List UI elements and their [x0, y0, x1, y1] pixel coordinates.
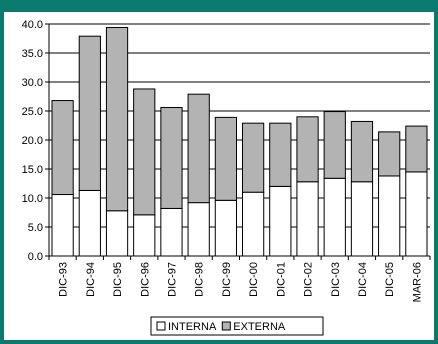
bars: [51, 26, 428, 257]
bar-externa-dic-94: [78, 35, 101, 191]
bar-interna-dic-95: [105, 210, 129, 257]
bar-externa-dic-04: [350, 120, 374, 183]
y-tick-label: 20.0: [22, 135, 43, 147]
bar-externa-dic-03: [323, 111, 346, 179]
x-tick-label: DIC-94: [85, 262, 97, 297]
legend-label-interna: INTERNA: [168, 321, 217, 333]
bar-interna-dic-93: [51, 194, 74, 257]
x-tick-label: DIC-01: [275, 262, 287, 297]
bar-externa-dic-05: [378, 131, 401, 177]
legend-label-externa: EXTERNA: [233, 321, 286, 333]
x-tick-label: DIC-03: [330, 262, 342, 297]
legend: INTERNA EXTERNA: [150, 316, 324, 336]
y-tick-label: 25.0: [22, 106, 43, 118]
y-tick-label: 40.0: [22, 19, 43, 31]
x-tick-labels: DIC-93 DIC-94 DIC-95 DIC-96 DIC-97 DIC-98 DIC-…: [58, 262, 424, 302]
y-tick-label: 0.0: [28, 251, 43, 263]
bar-interna-dic-03: [323, 177, 346, 257]
x-tick-label: DIC-97: [166, 262, 178, 297]
x-tick-label: DIC-96: [139, 262, 151, 297]
axes: [45, 23, 431, 260]
y-tick-label: 5.0: [28, 222, 43, 234]
x-tick-label: DIC-98: [194, 262, 206, 297]
bar-externa-dic-98: [187, 93, 210, 204]
bar-interna-mar-06: [405, 171, 428, 257]
bar-externa-dic-99: [214, 116, 238, 201]
bar-interna-dic-01: [269, 185, 292, 257]
bar-interna-dic-97: [160, 207, 183, 257]
bar-interna-dic-94: [78, 189, 101, 257]
bar-externa-dic-01: [269, 122, 292, 187]
x-tick-label: DIC-95: [112, 262, 124, 297]
bar-externa-mar-06: [405, 125, 428, 173]
bar-interna-dic-02: [296, 181, 319, 257]
y-tick-label: 10.0: [22, 193, 43, 205]
y-tick-labels: 0.0 5.0 10.0 15.0 20.0 25.0 30.0 35.0 40.0: [22, 19, 43, 263]
bar-externa-dic-97: [160, 107, 183, 209]
bar-interna-dic-96: [133, 214, 156, 257]
bar-externa-dic-02: [296, 116, 319, 183]
bar-externa-dic-93: [51, 100, 74, 196]
bar-interna-dic-98: [187, 202, 210, 257]
bar-interna-dic-00: [241, 191, 265, 257]
legend-swatch-externa: [221, 321, 231, 331]
y-tick-label: 30.0: [22, 77, 43, 89]
x-tick-label: DIC-99: [221, 262, 233, 297]
bar-externa-dic-95: [105, 26, 129, 212]
x-tick-label: DIC-00: [248, 262, 260, 297]
bar-externa-dic-96: [133, 88, 156, 216]
legend-box: [150, 316, 324, 336]
x-tick-label: MAR-06: [411, 262, 423, 302]
x-tick-label: DIC-05: [384, 262, 396, 297]
bar-interna-dic-05: [378, 175, 401, 257]
bar-interna-dic-04: [350, 181, 374, 257]
legend-swatch-interna: [156, 321, 166, 331]
x-tick-label: DIC-93: [58, 262, 70, 297]
x-tick-label: DIC-02: [303, 262, 315, 297]
y-tick-label: 35.0: [22, 48, 43, 60]
bar-interna-dic-99: [214, 199, 238, 257]
bar-externa-dic-00: [241, 122, 265, 193]
y-tick-label: 15.0: [22, 164, 43, 176]
x-tick-label: DIC-04: [357, 262, 369, 297]
